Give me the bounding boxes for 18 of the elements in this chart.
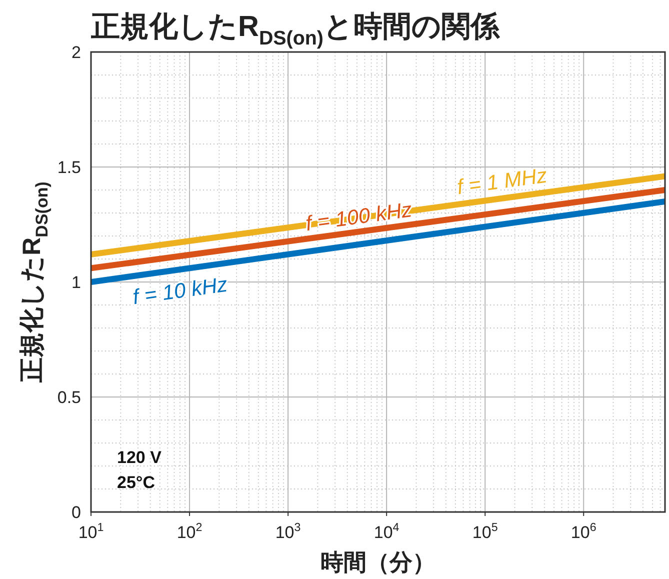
y-tick-label: 1.5 bbox=[57, 158, 81, 177]
y-tick-label: 0.5 bbox=[57, 388, 81, 407]
y-tick-label: 2 bbox=[72, 43, 81, 62]
annotation: 25°C bbox=[117, 473, 155, 492]
x-tick-label: 10$^{3}$ bbox=[275, 520, 301, 542]
text: f = 100 kHz bbox=[304, 198, 414, 236]
y-tick-label: 1 bbox=[72, 273, 81, 292]
x-tick-label: 10$^{2}$ bbox=[176, 520, 202, 542]
text: f = 1 MHz bbox=[456, 164, 549, 199]
x-tick-label: 10$^{5}$ bbox=[472, 520, 498, 542]
annotation: 120 V bbox=[117, 448, 162, 467]
y-tick-label: 0 bbox=[72, 503, 81, 522]
x-tick-label: 10$^{1}$ bbox=[78, 520, 104, 542]
text: f = 10 kHz bbox=[131, 272, 230, 309]
x-axis-title: 時間（分） bbox=[320, 549, 436, 575]
chart-title: 正規化したR$_{DS(on)}$と時間の関係 bbox=[90, 11, 500, 50]
x-tick-label: 10$^{4}$ bbox=[374, 520, 400, 542]
x-tick-label: 10$^{6}$ bbox=[570, 520, 596, 542]
